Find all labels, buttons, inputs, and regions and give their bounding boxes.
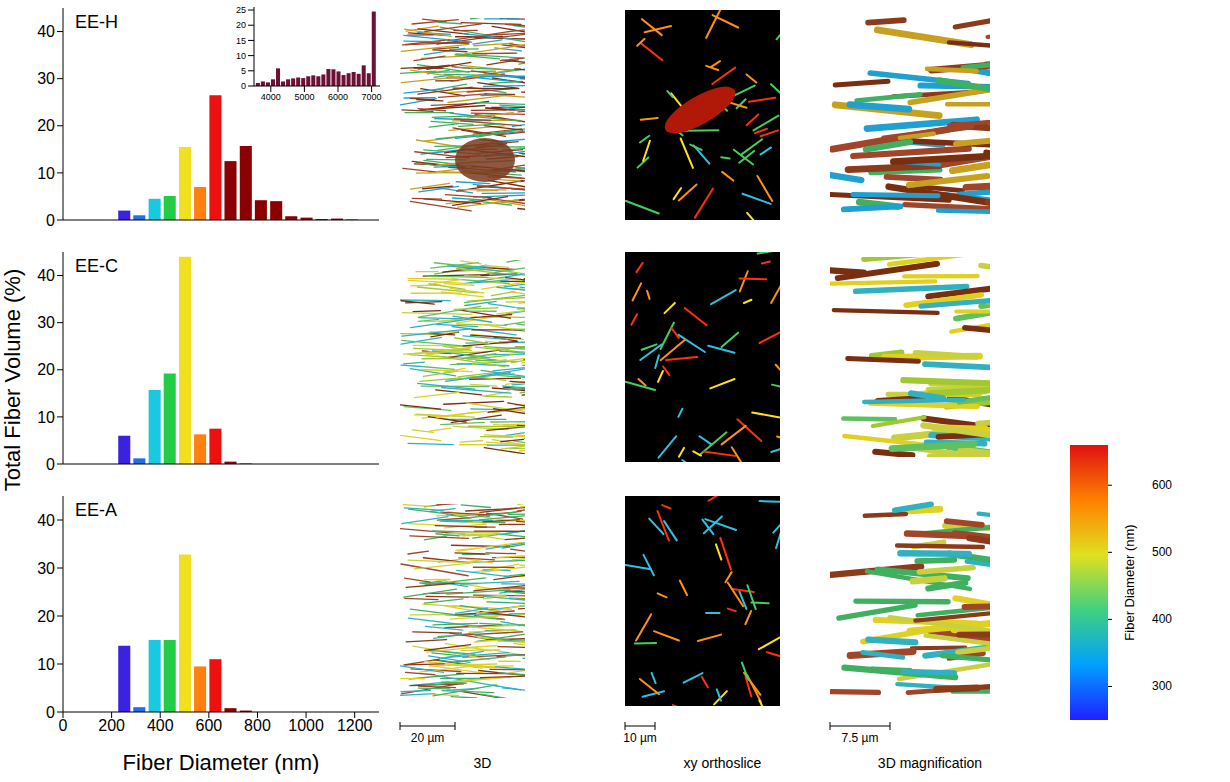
svg-text:3D: 3D — [474, 755, 492, 771]
svg-text:10: 10 — [236, 51, 246, 61]
svg-text:800: 800 — [244, 717, 271, 734]
svg-text:1200: 1200 — [337, 717, 373, 734]
svg-text:5000: 5000 — [294, 92, 314, 102]
html-text:EE-C: EE-C — [75, 256, 118, 276]
svg-text:20: 20 — [37, 361, 55, 378]
svg-text:300: 300 — [1152, 679, 1172, 693]
svg-text:5: 5 — [241, 66, 246, 76]
svg-text:7.5 µm: 7.5 µm — [842, 731, 879, 745]
svg-text:25: 25 — [236, 5, 246, 15]
svg-text:10: 10 — [37, 165, 55, 182]
svg-text:30: 30 — [37, 314, 55, 331]
svg-text:40: 40 — [37, 512, 55, 529]
svg-text:xy orthoslice: xy orthoslice — [684, 755, 762, 771]
svg-text:4000: 4000 — [261, 92, 281, 102]
svg-text:1000: 1000 — [288, 717, 324, 734]
svg-text:Fiber Diameter (nm): Fiber Diameter (nm) — [123, 750, 320, 774]
svg-text:0: 0 — [46, 212, 55, 229]
svg-text:10: 10 — [37, 409, 55, 426]
svg-text:40: 40 — [37, 267, 55, 284]
html-text:EE-A: EE-A — [75, 500, 117, 520]
svg-text:20 µm: 20 µm — [411, 731, 445, 745]
svg-text:30: 30 — [37, 560, 55, 577]
svg-text:40: 40 — [37, 23, 55, 40]
svg-text:0: 0 — [46, 704, 55, 721]
svg-text:15: 15 — [236, 36, 246, 46]
svg-text:10: 10 — [37, 656, 55, 673]
svg-text:500: 500 — [1152, 545, 1172, 559]
svg-text:600: 600 — [1152, 478, 1172, 492]
svg-text:0: 0 — [59, 717, 68, 734]
svg-text:Fiber Diameter (nm): Fiber Diameter (nm) — [1122, 524, 1137, 640]
svg-text:20: 20 — [37, 117, 55, 134]
svg-text:0: 0 — [46, 456, 55, 473]
svg-text:7000: 7000 — [362, 92, 382, 102]
svg-text:20: 20 — [236, 20, 246, 30]
svg-text:400: 400 — [1152, 612, 1172, 626]
svg-text:0: 0 — [241, 81, 246, 91]
svg-text:400: 400 — [147, 717, 174, 734]
html-text:EE-H: EE-H — [75, 12, 118, 32]
svg-text:600: 600 — [195, 717, 222, 734]
svg-text:10 µm: 10 µm — [623, 731, 657, 745]
svg-text:6000: 6000 — [328, 92, 348, 102]
svg-text:3D magnification: 3D magnification — [878, 755, 982, 771]
svg-text:200: 200 — [98, 717, 125, 734]
svg-text:30: 30 — [37, 70, 55, 87]
svg-text:20: 20 — [37, 608, 55, 625]
svg-text:Total Fiber Volume (%): Total Fiber Volume (%) — [0, 269, 25, 492]
